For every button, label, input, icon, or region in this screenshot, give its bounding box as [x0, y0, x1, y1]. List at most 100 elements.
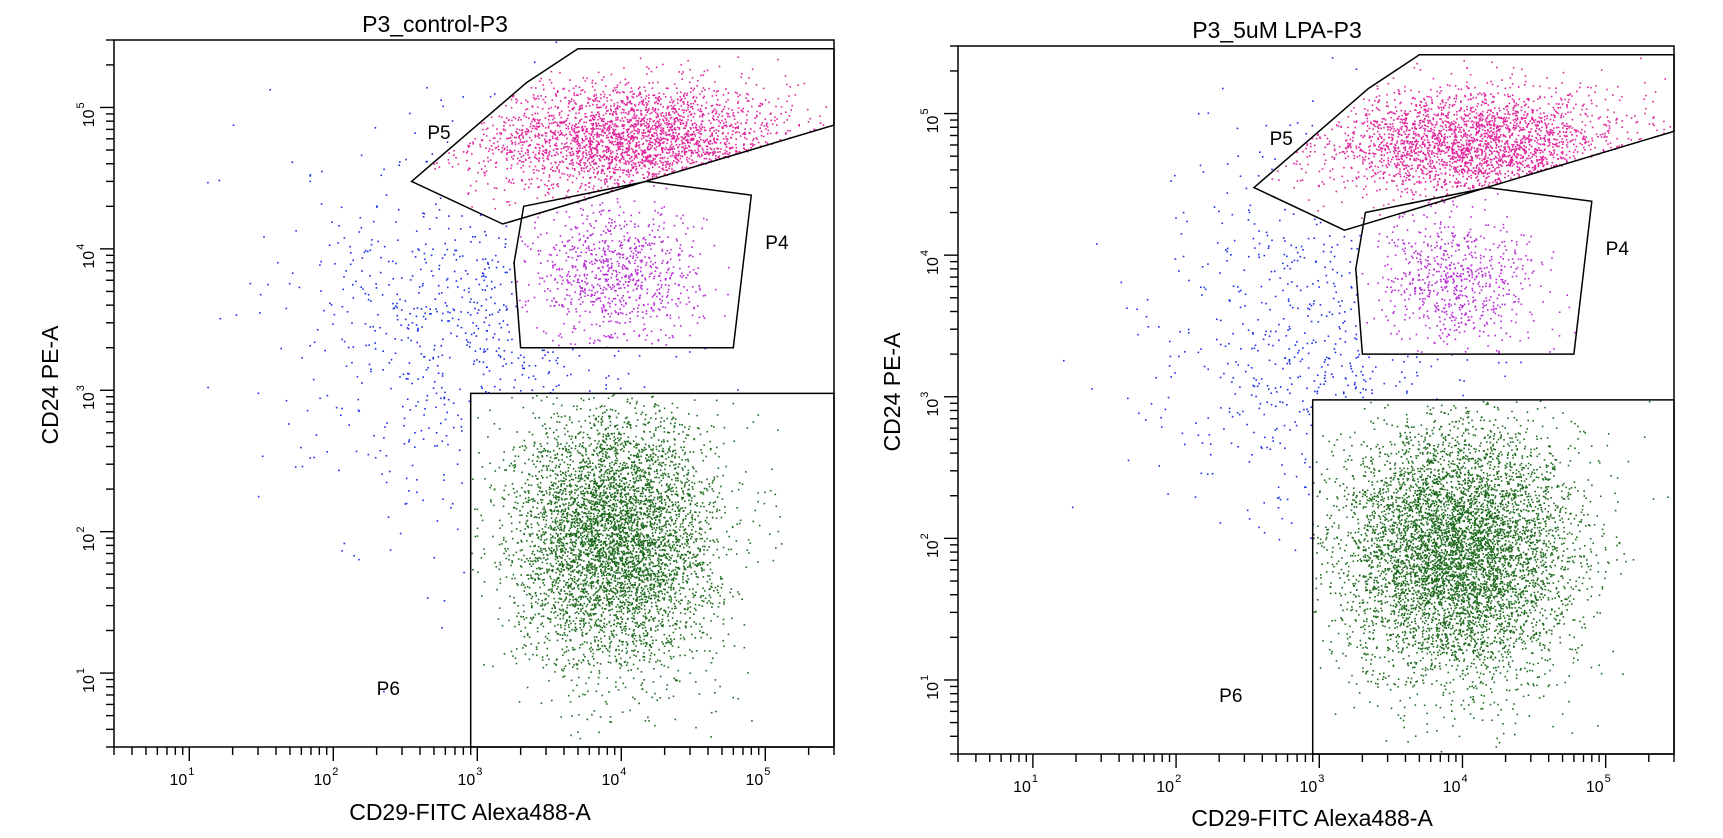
event-dot [662, 147, 664, 149]
event-dot [523, 141, 525, 144]
event-dot [601, 483, 604, 485]
event-dot [620, 664, 623, 667]
event-dot [638, 451, 641, 453]
event-dot [566, 313, 569, 316]
event-dot [552, 494, 554, 496]
event-dot [623, 482, 625, 485]
event-dot [658, 125, 661, 128]
event-dot [662, 439, 665, 441]
event-dot [589, 480, 592, 483]
event-dot [666, 121, 668, 124]
event-dot [686, 575, 689, 577]
event-dot [556, 288, 559, 290]
event-dot [615, 660, 618, 663]
event-dot [668, 123, 670, 125]
event-dot [576, 140, 579, 142]
event-dot [625, 560, 627, 563]
event-dot [742, 133, 744, 135]
event-dot [626, 507, 629, 510]
event-dot [670, 586, 672, 588]
event-dot [605, 260, 608, 262]
event-dot [610, 225, 612, 227]
event-dot [717, 151, 719, 153]
event-dot [698, 521, 700, 524]
event-dot [619, 168, 622, 171]
event-dot [650, 260, 652, 263]
event-dot [613, 103, 616, 105]
event-dot [745, 121, 748, 124]
event-dot [542, 608, 544, 611]
event-dot [642, 329, 645, 331]
event-dot [573, 578, 576, 580]
event-dot [549, 290, 552, 292]
event-dot [549, 542, 552, 544]
event-dot [637, 454, 639, 456]
event-dot [609, 162, 612, 164]
event-dot [686, 541, 688, 543]
event-dot [640, 96, 643, 99]
event-dot [585, 449, 587, 451]
event-dot [691, 151, 694, 153]
event-dot [732, 126, 734, 129]
event-dot [633, 495, 635, 497]
event-dot [649, 455, 652, 458]
event-dot [620, 138, 622, 140]
event-dot [673, 118, 676, 120]
event-dot [543, 290, 546, 292]
event-dot [644, 156, 647, 158]
event-dot [557, 90, 559, 92]
event-dot [645, 514, 647, 516]
event-dot [629, 91, 632, 93]
event-dot [553, 612, 555, 614]
event-dot [466, 150, 469, 153]
event-dot [585, 247, 588, 250]
event-dot [622, 295, 624, 297]
event-dot [559, 612, 562, 615]
event-dot [612, 89, 615, 92]
event-dot [507, 181, 510, 183]
event-dot [569, 133, 571, 135]
event-dot [488, 148, 491, 150]
event-dot [655, 404, 657, 406]
event-dot [664, 306, 667, 309]
event-dot [479, 143, 481, 146]
event-dot [538, 80, 541, 82]
event-dot [657, 153, 660, 156]
event-dot [589, 521, 592, 523]
event-dot [697, 267, 700, 269]
event-dot [568, 418, 571, 421]
event-dot [552, 131, 554, 134]
event-dot [503, 121, 505, 123]
event-dot [630, 147, 633, 150]
event-dot [537, 493, 539, 496]
event-dot [641, 598, 644, 601]
event-dot [635, 136, 637, 139]
event-dot [591, 495, 593, 498]
event-dot [697, 553, 699, 556]
event-dot [607, 649, 609, 652]
event-dot [692, 286, 694, 288]
event-dot [650, 499, 653, 501]
event-dot [642, 142, 645, 145]
event-dot [601, 240, 604, 242]
event-dot [529, 136, 531, 139]
event-dot [548, 152, 550, 154]
event-dot [659, 153, 662, 156]
event-dot [722, 153, 724, 155]
event-dot [571, 421, 573, 424]
event-dot [642, 547, 644, 549]
event-dot [715, 112, 718, 114]
event-dot [585, 130, 587, 133]
event-dot [628, 260, 630, 263]
event-dot [566, 190, 569, 193]
event-dot [474, 138, 476, 140]
event-dot [673, 148, 676, 150]
event-dot [662, 240, 664, 242]
event-dot [660, 138, 663, 140]
event-dot [664, 610, 667, 613]
event-dot [567, 256, 570, 258]
event-dot [642, 155, 645, 158]
event-dot [630, 501, 633, 503]
event-dot [601, 165, 604, 167]
event-dot [592, 155, 595, 158]
